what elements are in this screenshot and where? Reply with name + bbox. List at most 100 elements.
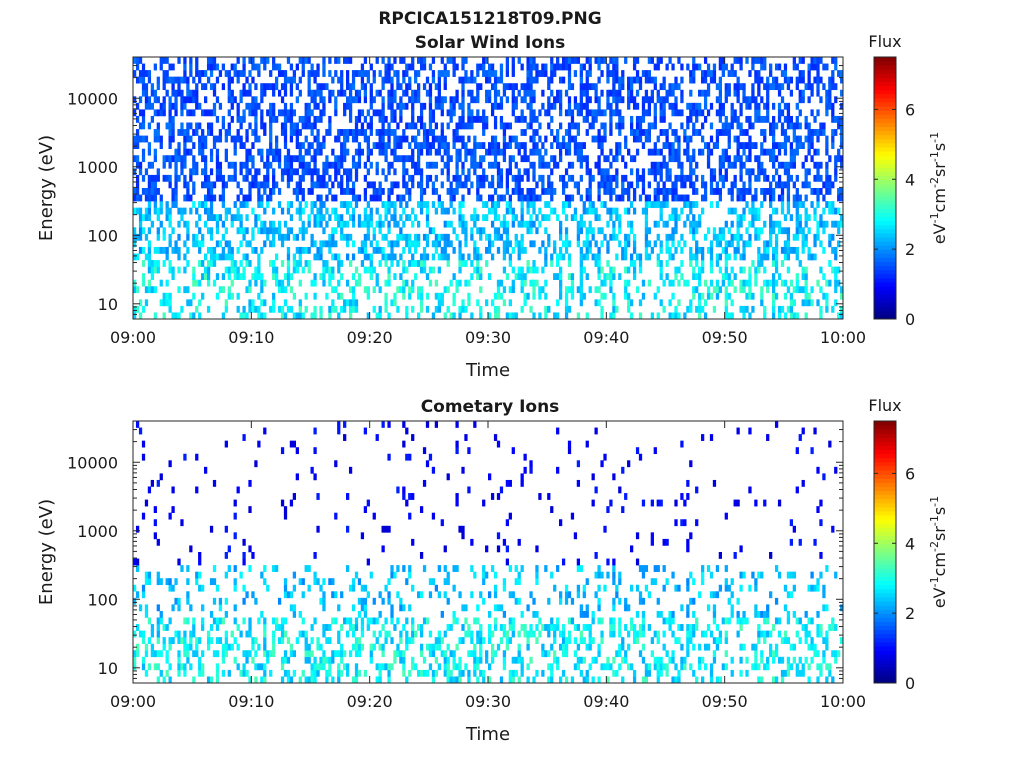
spectrogram-cell: [310, 650, 314, 658]
spectrogram-cell: [422, 129, 427, 136]
spectrogram-cell: [624, 233, 628, 241]
spectrogram-cell: [662, 96, 666, 104]
spectrogram-cell: [351, 604, 356, 612]
spectrogram-cell: [381, 421, 385, 428]
spectrogram-cell: [378, 669, 382, 677]
spectrogram-cell: [490, 161, 495, 169]
spectrogram-cell: [428, 102, 433, 110]
spectrogram-cell: [233, 148, 237, 156]
spectrogram-cell: [165, 89, 169, 97]
spectrogram-cell: [369, 643, 373, 651]
spectrogram-cell: [828, 102, 832, 110]
spectrogram-cell: [307, 70, 311, 77]
spectrogram-cell: [289, 122, 294, 130]
spectrogram-cell: [727, 83, 731, 91]
spectrogram-cell: [168, 663, 172, 671]
spectrogram-cell: [206, 63, 211, 71]
spectrogram-cell: [686, 122, 690, 130]
spectrogram-cell: [375, 207, 379, 215]
spectrogram-cell: [553, 102, 557, 110]
spectrogram-cell: [712, 227, 717, 235]
spectrogram-cell: [283, 129, 288, 136]
spectrogram-cell: [251, 552, 255, 559]
spectrogram-cell: [171, 312, 175, 320]
spectrogram-cell: [319, 305, 323, 313]
spectrogram-cell: [212, 83, 217, 91]
spectrogram-cell: [783, 142, 788, 149]
spectrogram-cell: [502, 227, 507, 235]
spectrogram-cell: [520, 220, 524, 228]
spectrogram-cell: [198, 299, 202, 307]
spectrogram-cell: [490, 174, 495, 182]
spectrogram-cell: [674, 227, 678, 235]
spectrogram-cell: [739, 214, 743, 222]
spectrogram-cell: [798, 76, 802, 84]
spectrogram-cell: [798, 194, 802, 202]
spectrogram-cell: [301, 617, 305, 625]
spectrogram-cell: [159, 650, 163, 658]
spectrogram-cell: [813, 207, 817, 215]
spectrogram-cell: [307, 656, 311, 664]
spectrogram-cell: [630, 220, 634, 228]
spectrogram-cell: [419, 194, 424, 202]
spectrogram-cell: [703, 76, 708, 84]
spectrogram-cell: [153, 96, 157, 104]
spectrogram-cell: [236, 102, 240, 110]
spectrogram-cell: [804, 266, 808, 274]
spectrogram-cell: [715, 109, 720, 117]
spectrogram-cell: [831, 233, 835, 241]
spectrogram-cell: [195, 233, 199, 241]
spectrogram-cell: [482, 57, 486, 64]
spectrogram-cell: [381, 650, 385, 658]
spectrogram-cell: [183, 148, 187, 156]
spectrogram-cell: [348, 102, 353, 110]
spectrogram-cell: [573, 70, 578, 77]
spectrogram-cell: [313, 669, 317, 677]
spectrogram-cell: [263, 161, 267, 169]
spectrogram-cell: [736, 214, 740, 222]
spectrogram-cell: [609, 207, 613, 215]
spectrogram-cell: [402, 168, 406, 176]
spectrogram-cell: [446, 142, 450, 149]
colorbar-segment: [874, 97, 896, 103]
spectrogram-cell: [680, 63, 684, 71]
spectrogram-cell: [739, 109, 743, 117]
spectrogram-cell: [419, 148, 424, 156]
spectrogram-cell: [780, 96, 785, 104]
spectrogram-cell: [266, 584, 270, 592]
spectrogram-cell: [615, 57, 619, 64]
spectrogram-cell: [168, 676, 172, 684]
spectrogram-cell: [227, 174, 231, 182]
spectrogram-cell: [384, 115, 388, 123]
spectrogram-cell: [366, 155, 370, 163]
spectrogram-cell: [567, 273, 572, 280]
spectrogram-cell: [417, 161, 421, 169]
spectrogram-cell: [742, 214, 746, 222]
spectrogram-cell: [171, 584, 175, 592]
colorbar-segment: [874, 126, 896, 132]
spectrogram-cell: [656, 220, 660, 228]
spectrogram-cell: [505, 63, 510, 71]
spectrogram-cell: [354, 305, 359, 313]
spectrogram-cell: [354, 624, 359, 631]
spectrogram-cell: [204, 70, 208, 77]
spectrogram-cell: [624, 142, 628, 149]
spectrogram-cell: [266, 168, 270, 176]
spectrogram-cell: [671, 188, 675, 195]
spectrogram-cell: [564, 201, 569, 208]
spectrogram-cell: [295, 188, 299, 195]
spectrogram-cell: [745, 279, 749, 287]
spectrogram-cell: [313, 552, 317, 559]
spectrogram-cell: [150, 181, 155, 189]
spectrogram-cell: [559, 148, 563, 156]
spectrogram-cell: [153, 63, 157, 71]
spectrogram-cell: [325, 181, 329, 189]
spectrogram-cell: [334, 57, 338, 64]
spectrogram-cell: [346, 148, 350, 156]
spectrogram-cell: [476, 227, 480, 235]
spectrogram-cell: [748, 220, 752, 228]
spectrogram-cell: [292, 109, 297, 117]
spectrogram-cell: [328, 637, 332, 644]
spectrogram-cell: [496, 168, 501, 176]
spectrogram-cell: [348, 260, 353, 267]
